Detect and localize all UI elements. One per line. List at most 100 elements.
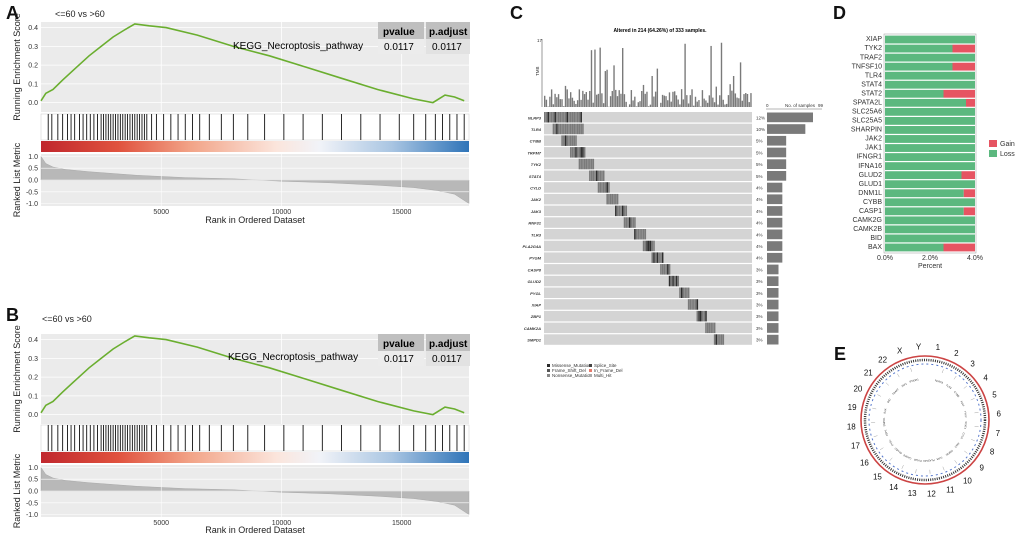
onco-cell-NLRP3-12 xyxy=(564,112,567,123)
tmb-bar-116 xyxy=(745,93,747,107)
circos-tick-TLR4 xyxy=(953,375,957,380)
side-bar-CASP8 xyxy=(767,264,779,275)
chromosome-8: 8 xyxy=(990,447,995,456)
onco-cell-ZBP1-2 xyxy=(700,310,702,322)
onco-cell-STAT4-3 xyxy=(594,170,596,181)
onco-cell-RNF31-4 xyxy=(630,217,633,228)
cnv-loss-bar-XIAP xyxy=(885,35,975,44)
tmb-bar-64 xyxy=(654,91,657,107)
circos-tick-IFNGR1 xyxy=(910,367,912,372)
cnv-loss-bar-CAMK2G xyxy=(885,216,975,225)
metric-tick-0: 1.0 xyxy=(28,154,38,161)
cnv-bars xyxy=(885,35,975,252)
onco-cell-TRPM7-1 xyxy=(571,147,574,158)
tmb-bar-102 xyxy=(720,42,723,107)
cnv-loss-bar-STAT4 xyxy=(885,80,975,89)
circos-tick-TYK2 xyxy=(974,412,979,414)
onco-row-SMPD1 xyxy=(544,334,752,345)
onco-cell-CASP8-2 xyxy=(663,264,666,275)
cnv-gain-bar-DNM1L xyxy=(963,189,975,198)
cnv-legend-loss: Loss xyxy=(1000,151,1015,158)
gsea-a-hits-box xyxy=(40,113,470,141)
tmb-bar-119 xyxy=(750,93,752,107)
gene-label-JAK3: JAK3 xyxy=(531,209,542,214)
circos-tick-TRAF2 xyxy=(885,382,889,386)
chromosome-17: 17 xyxy=(851,441,860,450)
onco-cell-TRPM7-2 xyxy=(573,147,576,158)
tmb-bar-56 xyxy=(641,90,643,107)
percent-label-STAT4: 5% xyxy=(756,174,763,179)
side-axis-min: 0 xyxy=(766,103,769,108)
tmb-bar-52 xyxy=(634,96,636,107)
onco-cell-TLR3-4 xyxy=(641,229,643,240)
onco-cell-TLR3-1 xyxy=(635,229,638,240)
onco-cell-TYK2-7 xyxy=(590,158,593,170)
onco-cell-PLA2G4A-4 xyxy=(649,240,652,252)
circos-tick-RNF31 xyxy=(954,460,958,464)
gsea-a-es-ticks: 0.0 0.1 0.2 0.3 0.4 xyxy=(28,25,38,107)
tmb-bar-31 xyxy=(597,93,600,107)
metric-tick-0: 1.0 xyxy=(28,465,38,472)
percent-label-PYGM: 4% xyxy=(756,256,763,261)
onco-cell-NLRP3-1 xyxy=(545,112,548,123)
cnv-label-GLUD2: GLUD2 xyxy=(859,172,882,179)
cnv-loss-bar-SLC25A6 xyxy=(885,107,975,116)
onco-cell-CAMK2A-3 xyxy=(710,322,712,334)
tmb-bar-69 xyxy=(663,95,665,107)
onco-cell-TLR4-16 xyxy=(580,123,582,135)
cnv-xlabel: Percent xyxy=(918,263,942,270)
cnv-gain-bar-TNFSF10 xyxy=(952,62,975,71)
side-bar-ZBP1 xyxy=(767,311,779,322)
onco-cell-CAMK2A-1 xyxy=(706,322,709,334)
onco-cell-PLA2G4A-5 xyxy=(651,240,654,252)
tmb-bar-6 xyxy=(554,93,556,107)
onco-cell-SMPD1-2 xyxy=(717,334,719,345)
onco-cell-XIAP-5 xyxy=(696,299,699,310)
cnv-loss-bar-GLUD1 xyxy=(885,180,975,189)
metric-tick-3: -0.5 xyxy=(26,500,38,507)
tmb-bar-106 xyxy=(727,95,730,107)
tmb-bar-19 xyxy=(576,100,579,107)
gsea-b-es-ticks: 0.0 0.1 0.2 0.3 0.4 xyxy=(28,337,38,419)
onco-cell-STAT4-2 xyxy=(592,170,595,181)
tmb-bar-104 xyxy=(724,104,726,107)
tmb-bar-54 xyxy=(637,102,639,107)
circos-gene-BID: BID xyxy=(886,398,892,404)
oncoplot-grid xyxy=(544,112,752,345)
es-tick-3: 0.3 xyxy=(28,44,38,51)
onco-cell-CASP8-5 xyxy=(668,264,671,275)
chromosome-6: 6 xyxy=(996,410,1001,419)
onco-cell-TLR4-15 xyxy=(578,123,581,135)
metric-tick-2: 0.0 xyxy=(28,489,38,496)
onco-cell-STAT4-5 xyxy=(597,170,600,181)
circos-tick-PYGL xyxy=(879,447,884,451)
onco-cell-CYLD-3 xyxy=(602,182,605,193)
metric-tick-2: 0.0 xyxy=(28,178,38,185)
legend-multihit: Multi_Hit xyxy=(594,373,612,378)
chromosome-15: 15 xyxy=(873,473,882,482)
es-tick-1: 0.1 xyxy=(28,393,38,400)
onco-cell-RNF31-6 xyxy=(634,217,636,228)
gsea-b-metric-ticks: 1.0 0.5 0.0 -0.5 -1.0 xyxy=(26,465,469,519)
onco-cell-ZBP1-0 xyxy=(696,310,699,322)
tmb-bar-99 xyxy=(715,86,717,107)
gene-label-CYBB: CYBB xyxy=(530,139,541,144)
cnv-loss-bar-TNFSF10 xyxy=(885,62,953,71)
cnv-loss-bar-IFNGR1 xyxy=(885,153,975,161)
onco-cell-GLUD2-4 xyxy=(675,275,678,287)
gsea-a-title: <=60 vs >60 xyxy=(55,9,105,19)
cnv-label-STAT2: STAT2 xyxy=(861,90,882,97)
side-bar-TYK2 xyxy=(767,159,787,169)
onco-cell-TLR4-0 xyxy=(552,123,555,135)
side-bar-GLUD2 xyxy=(767,276,779,286)
tmb-bar-35 xyxy=(604,71,607,107)
gsea-b-hits xyxy=(47,425,465,451)
percent-label-ZBP1: 3% xyxy=(756,314,763,319)
tmb-bar-26 xyxy=(589,90,591,107)
onco-cell-PYGM-2 xyxy=(654,252,657,263)
onco-row-JAK3 xyxy=(544,205,752,217)
gsea-b-th-padjust: p.adjust xyxy=(429,339,468,350)
circos-tick-JAK2 xyxy=(964,450,968,454)
onco-cell-NLRP3-5 xyxy=(552,112,555,123)
onco-cell-PYGL-5 xyxy=(687,287,690,298)
